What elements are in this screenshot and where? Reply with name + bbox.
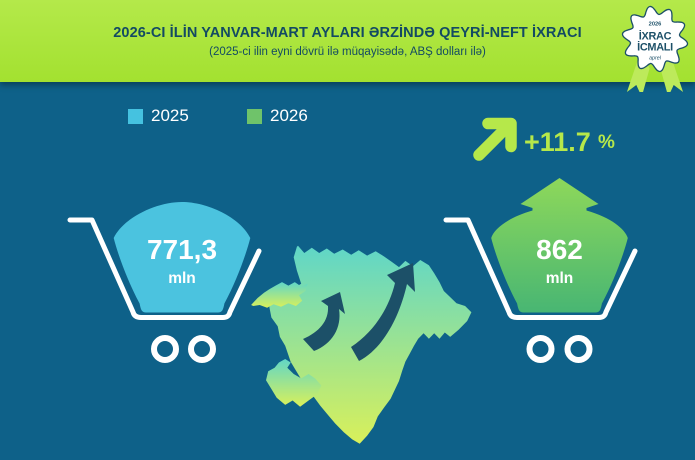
svg-text:862: 862 — [536, 234, 583, 265]
svg-text:%: % — [598, 132, 615, 153]
svg-text:mln: mln — [546, 270, 574, 287]
svg-text:mln: mln — [168, 270, 196, 287]
svg-text:771,3: 771,3 — [147, 234, 217, 265]
svg-text:+11.7: +11.7 — [524, 127, 591, 157]
